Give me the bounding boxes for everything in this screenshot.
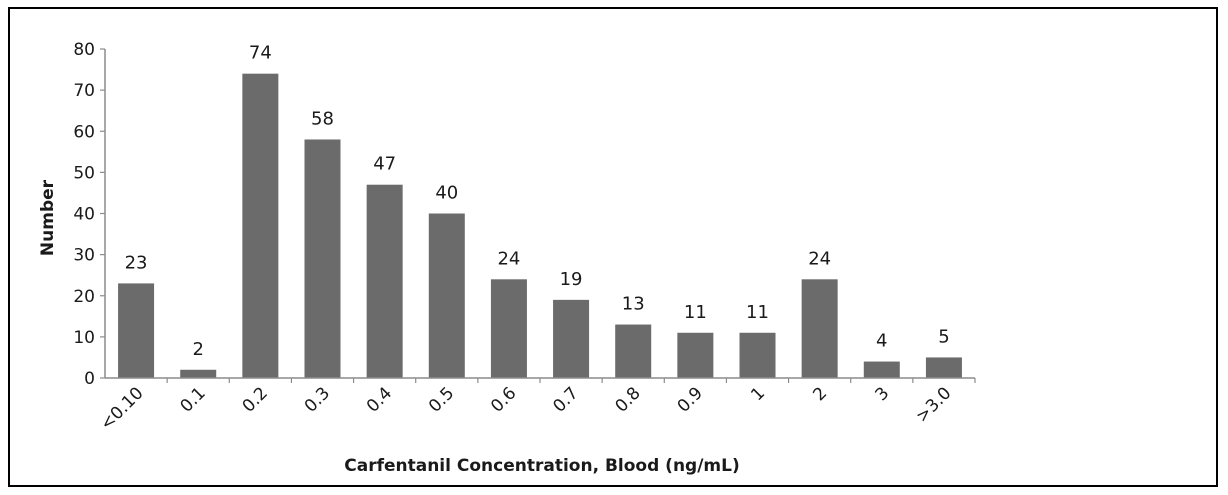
bar — [925, 357, 962, 378]
x-tick-label: 0.9 — [674, 383, 707, 416]
data-label: 40 — [435, 183, 458, 204]
x-tick-label: 0.2 — [239, 383, 272, 416]
bar — [863, 361, 900, 378]
data-label: 2 — [192, 339, 203, 360]
data-label: 5 — [938, 326, 949, 347]
y-axis-ticks: 0 10 20 30 40 50 60 70 80 — [73, 40, 105, 389]
data-label: 47 — [373, 154, 396, 175]
x-tick-label: 2 — [809, 383, 831, 405]
data-label: 23 — [125, 252, 148, 273]
y-tick-label: 40 — [73, 205, 95, 225]
x-tick-label: 3 — [872, 383, 894, 405]
x-tick-label: 0.8 — [611, 383, 644, 416]
x-tick-label: >3.0 — [912, 383, 955, 426]
y-axis-title: Number — [38, 179, 58, 256]
data-label: 4 — [876, 331, 887, 352]
bar — [677, 332, 714, 378]
x-tick-label: <0.10 — [97, 383, 148, 434]
data-label: 13 — [622, 294, 645, 315]
x-tick-label: 0.6 — [487, 383, 520, 416]
bar — [490, 279, 527, 378]
y-tick-label: 80 — [73, 40, 95, 60]
x-tick-label: 0.5 — [425, 383, 458, 416]
bar — [118, 283, 155, 378]
y-tick-label: 0 — [84, 369, 95, 389]
bar — [242, 73, 279, 379]
bar — [304, 139, 341, 378]
x-axis-title: Carfentanil Concentration, Blood (ng/mL) — [344, 456, 740, 476]
x-axis-ticks: <0.10 0.1 0.2 0.3 0.4 0.5 0.6 0.7 0.8 0.9 1 2 3 >3.0 — [97, 378, 976, 434]
x-tick-label: 0.7 — [549, 383, 582, 416]
y-tick-label: 60 — [73, 122, 95, 142]
data-label: 11 — [684, 302, 707, 323]
y-tick-label: 30 — [73, 246, 95, 266]
data-label: 24 — [808, 248, 831, 269]
x-tick-label: 0.3 — [301, 383, 334, 416]
data-label: 74 — [249, 43, 272, 64]
y-tick-label: 70 — [73, 81, 95, 101]
bar — [801, 279, 838, 378]
bar — [428, 213, 465, 378]
chart-frame — [8, 7, 1218, 487]
bar — [615, 324, 652, 378]
x-tick-label: 1 — [747, 383, 769, 405]
bar — [553, 299, 590, 378]
y-tick-label: 20 — [73, 287, 95, 307]
data-label: 24 — [497, 248, 520, 269]
data-label: 19 — [560, 269, 583, 290]
y-tick-label: 50 — [73, 163, 95, 183]
bar — [180, 369, 217, 378]
data-labels: 23 2 74 58 47 40 24 19 13 11 11 24 4 5 — [125, 43, 950, 360]
data-label: 11 — [746, 302, 769, 323]
x-tick-label: 0.1 — [176, 383, 209, 416]
bars — [118, 73, 962, 379]
data-label: 58 — [311, 108, 334, 129]
y-tick-label: 10 — [73, 328, 95, 348]
bar — [366, 184, 403, 378]
bar — [739, 332, 776, 378]
x-tick-label: 0.4 — [363, 383, 396, 416]
